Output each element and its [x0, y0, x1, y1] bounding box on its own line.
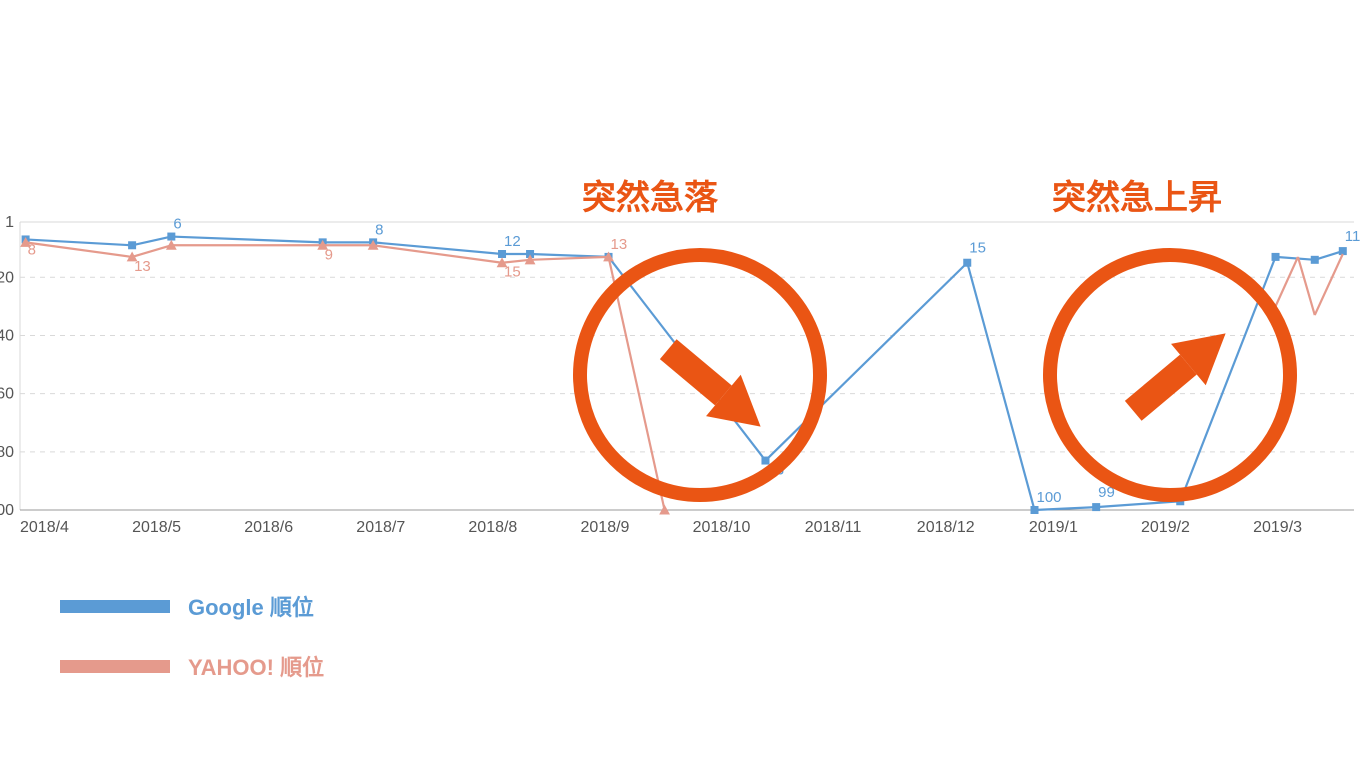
annotation-drop-label: 突然急落 [582, 170, 718, 219]
svg-text:2018/7: 2018/7 [356, 519, 405, 536]
svg-text:1: 1 [5, 214, 14, 231]
svg-text:20: 20 [0, 269, 14, 286]
legend-label-yahoo: YAHOO! 順位 [188, 650, 324, 682]
svg-text:2019/2: 2019/2 [1141, 519, 1190, 536]
svg-text:2018/5: 2018/5 [132, 519, 181, 536]
svg-text:15: 15 [504, 264, 521, 281]
svg-text:11: 11 [1345, 228, 1361, 245]
svg-text:12: 12 [504, 233, 521, 250]
legend-item-yahoo: YAHOO! 順位 [60, 650, 324, 682]
svg-text:40: 40 [0, 327, 14, 344]
svg-text:2018/9: 2018/9 [581, 519, 630, 536]
svg-text:13: 13 [611, 236, 628, 253]
svg-text:2019/3: 2019/3 [1253, 519, 1302, 536]
svg-text:2018/8: 2018/8 [468, 519, 517, 536]
legend-label-google: Google 順位 [188, 590, 314, 622]
svg-text:2018/6: 2018/6 [244, 519, 293, 536]
svg-text:8: 8 [28, 241, 36, 258]
svg-text:6: 6 [173, 216, 181, 233]
legend-swatch-yahoo [60, 660, 170, 673]
legend-swatch-google [60, 600, 170, 613]
svg-text:9: 9 [325, 246, 333, 263]
svg-text:80: 80 [0, 444, 14, 461]
legend-item-google: Google 順位 [60, 590, 314, 622]
svg-text:100: 100 [0, 502, 14, 519]
svg-text:60: 60 [0, 386, 14, 403]
svg-text:2018/10: 2018/10 [693, 519, 751, 536]
svg-text:2018/4: 2018/4 [20, 519, 69, 536]
svg-text:2018/11: 2018/11 [805, 519, 862, 536]
annotation-rise-label: 突然急上昇 [1052, 170, 1222, 219]
svg-text:13: 13 [134, 258, 151, 275]
svg-text:2019/1: 2019/1 [1029, 519, 1078, 536]
svg-text:8: 8 [375, 221, 383, 238]
svg-text:2018/12: 2018/12 [917, 519, 975, 536]
svg-text:100: 100 [1037, 489, 1062, 506]
svg-text:15: 15 [969, 240, 986, 257]
